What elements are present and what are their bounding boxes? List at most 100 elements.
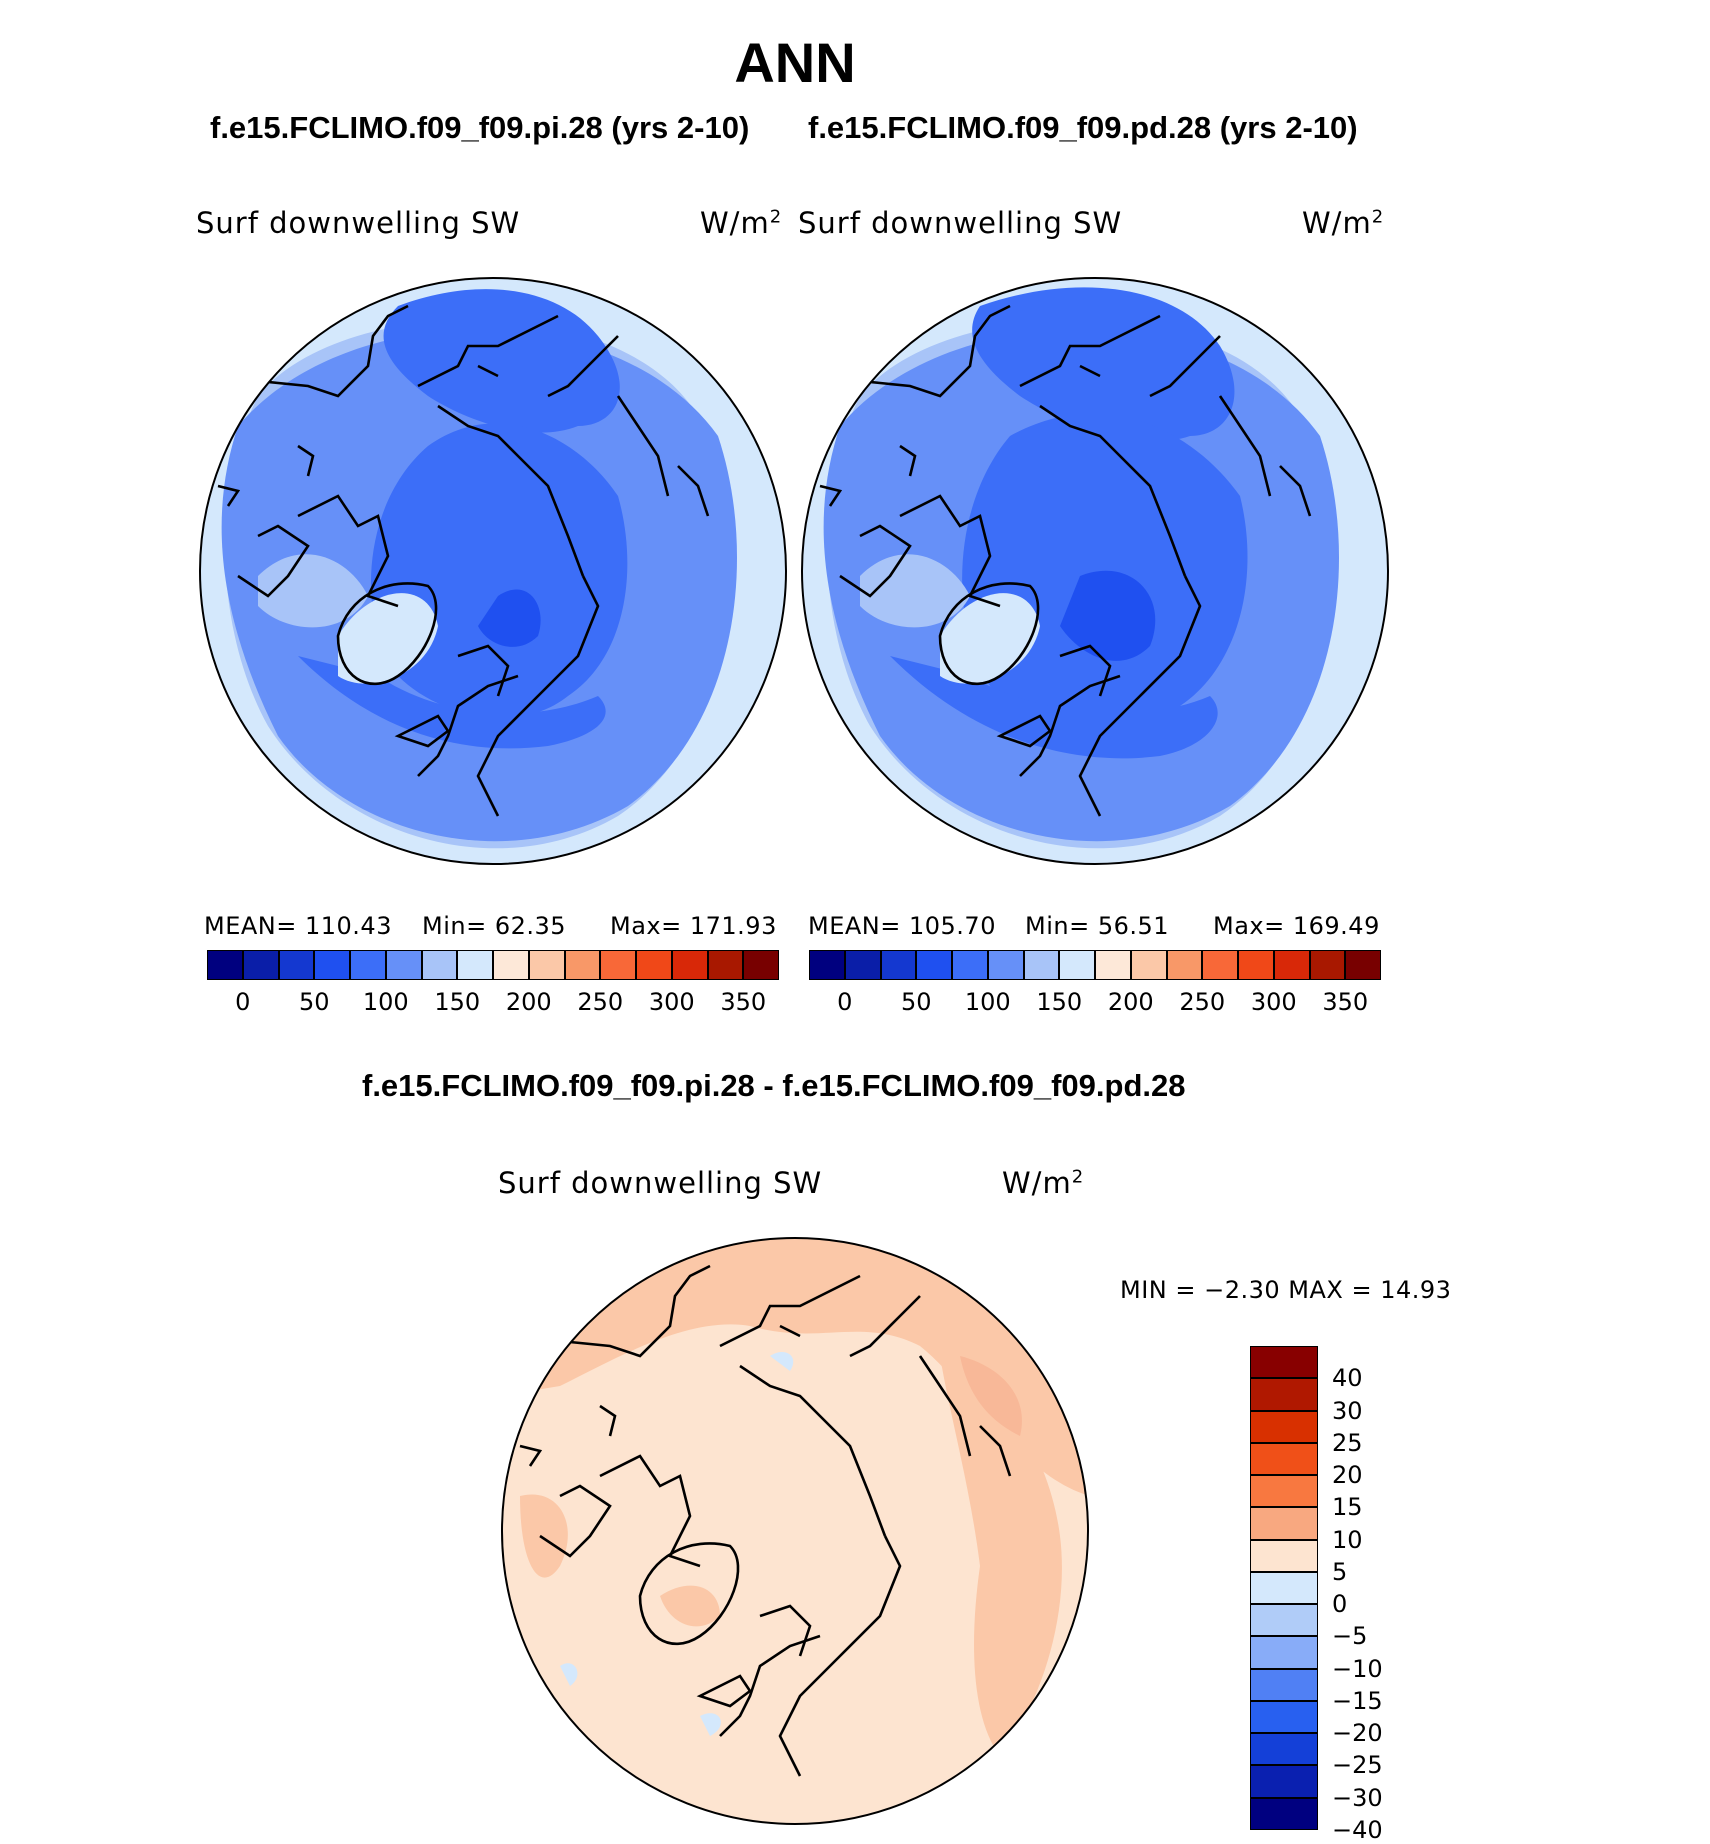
left-max-stat: Max= 171.93 — [610, 912, 777, 940]
diff-colorbar-tick-label: 5 — [1332, 1557, 1348, 1586]
right-colorbar-box — [1273, 950, 1310, 980]
left-colorbar-box — [421, 950, 458, 980]
left-colorbar-box — [528, 950, 565, 980]
diff-colorbar-box — [1250, 1700, 1318, 1734]
right-colorbar-tick-label: 350 — [1322, 988, 1369, 1016]
left-colorbar-box — [457, 950, 493, 980]
diff-variable-label: Surf downwelling SW — [498, 1166, 823, 1200]
left-colorbar-tick-label: 100 — [362, 988, 409, 1016]
left-colorbar-tick-label: 300 — [648, 988, 695, 1016]
left-colorbar-tick-label: 250 — [577, 988, 624, 1016]
right-colorbar-box — [1345, 950, 1381, 980]
diff-colorbar-box — [1250, 1442, 1318, 1476]
diff-colorbar-box — [1250, 1507, 1318, 1540]
diff-colorbar-box — [1250, 1604, 1318, 1637]
left-colorbar-box — [350, 950, 386, 980]
diff-colorbar-box — [1250, 1475, 1318, 1508]
diff-colorbar-tick-label: 30 — [1332, 1396, 1363, 1425]
left-colorbar-box — [314, 950, 350, 980]
diff-case-title: f.e15.FCLIMO.f09_f09.pi.28 - f.e15.FCLIM… — [362, 1068, 1186, 1103]
left-colorbar-box — [636, 950, 672, 980]
diff-colorbar-tick-label: −20 — [1332, 1719, 1383, 1748]
left-polar-map — [199, 277, 787, 865]
diff-colorbar-tick-label: 15 — [1332, 1493, 1363, 1522]
left-variable-label: Surf downwelling SW — [196, 206, 521, 240]
left-colorbar-tick-label: 50 — [298, 988, 330, 1016]
right-mean-stat: MEAN= 105.70 — [808, 912, 996, 940]
diff-colorbar-tick-label: 20 — [1332, 1461, 1363, 1490]
diff-colorbar-tick-label: 10 — [1332, 1525, 1363, 1554]
left-mean-stat: MEAN= 110.43 — [204, 912, 392, 940]
diff-colorbar-tick-label: 0 — [1332, 1590, 1348, 1619]
right-case-title: f.e15.FCLIMO.f09_f09.pd.28 (yrs 2-10) — [808, 110, 1358, 145]
diff-colorbar-box — [1250, 1797, 1318, 1830]
diff-colorbar-box — [1250, 1539, 1318, 1572]
left-colorbar-tick-label: 350 — [720, 988, 767, 1016]
left-colorbar-box — [493, 950, 529, 980]
left-colorbar-box — [671, 950, 708, 980]
right-colorbar: 0 50 100 150 200 250 300 350 — [809, 950, 1381, 1016]
left-colorbar-tick-label: 200 — [505, 988, 552, 1016]
right-min-stat: Min= 56.51 — [1025, 912, 1170, 940]
diff-colorbar-box — [1250, 1410, 1318, 1443]
right-unit-label: W/m2 — [1302, 206, 1385, 240]
right-polar-map — [801, 277, 1389, 865]
right-colorbar-tick-label: 250 — [1179, 988, 1226, 1016]
right-colorbar-box — [844, 950, 881, 980]
right-colorbar-box — [916, 950, 952, 980]
left-colorbar-box — [207, 950, 243, 980]
diff-colorbar-tick-label: 40 — [1332, 1364, 1363, 1393]
diff-minmax-stat: MIN = −2.30 MAX = 14.93 — [1120, 1276, 1452, 1304]
right-colorbar-box — [1130, 950, 1167, 980]
diff-colorbar-box — [1250, 1571, 1318, 1605]
diff-colorbar: 40 30 25 20 15 10 5 0 −5 −10 −15 −20 −25 −30 −40 — [1250, 1346, 1383, 1844]
right-colorbar-box — [1095, 950, 1131, 980]
diff-colorbar-box — [1250, 1733, 1318, 1766]
left-case-title: f.e15.FCLIMO.f09_f09.pi.28 (yrs 2-10) — [210, 110, 750, 145]
diff-colorbar-tick-label: −15 — [1332, 1686, 1383, 1715]
right-variable-label: Surf downwelling SW — [798, 206, 1123, 240]
right-colorbar-box — [1238, 950, 1274, 980]
left-unit-label: W/m2 — [700, 206, 783, 240]
diff-colorbar-tick-label: −25 — [1332, 1751, 1383, 1780]
left-colorbar-box — [600, 950, 636, 980]
diff-polar-map — [501, 1237, 1089, 1825]
diff-colorbar-box — [1250, 1668, 1318, 1701]
left-colorbar-tick-label: 150 — [434, 988, 481, 1016]
right-colorbar-box — [1166, 950, 1203, 980]
right-colorbar-box — [1059, 950, 1095, 980]
right-colorbar-tick-label: 0 — [837, 988, 853, 1016]
right-colorbar-tick-label: 300 — [1250, 988, 1297, 1016]
left-colorbar-box — [564, 950, 601, 980]
right-colorbar-tick-label: 150 — [1036, 988, 1083, 1016]
diff-colorbar-tick-label: −30 — [1332, 1783, 1383, 1812]
right-max-stat: Max= 169.49 — [1213, 912, 1380, 940]
diff-unit-label: W/m2 — [1002, 1166, 1085, 1200]
diff-colorbar-tick-label: −10 — [1332, 1654, 1383, 1683]
diff-colorbar-tick-label: −40 — [1332, 1816, 1383, 1844]
right-colorbar-box — [987, 950, 1024, 980]
diff-colorbar-box — [1250, 1636, 1318, 1669]
right-colorbar-box — [809, 950, 845, 980]
right-colorbar-box — [952, 950, 988, 980]
left-colorbar: 0 50 100 150 200 250 300 350 — [207, 950, 779, 1016]
diff-colorbar-box — [1250, 1378, 1318, 1411]
right-colorbar-box — [1309, 950, 1346, 980]
diff-colorbar-box — [1250, 1765, 1318, 1798]
left-colorbar-box — [278, 950, 315, 980]
diff-colorbar-tick-label: −5 — [1332, 1622, 1368, 1651]
right-colorbar-box — [1202, 950, 1238, 980]
right-colorbar-tick-label: 50 — [900, 988, 932, 1016]
diff-colorbar-tick-label: 25 — [1332, 1428, 1363, 1457]
left-colorbar-box — [242, 950, 279, 980]
left-colorbar-box — [743, 950, 779, 980]
left-colorbar-tick-label: 0 — [235, 988, 251, 1016]
right-colorbar-tick-label: 100 — [964, 988, 1011, 1016]
diff-colorbar-box — [1250, 1346, 1318, 1379]
figure-title: ANN — [734, 31, 856, 94]
left-colorbar-box — [385, 950, 422, 980]
right-colorbar-box — [880, 950, 917, 980]
left-min-stat: Min= 62.35 — [422, 912, 567, 940]
right-colorbar-tick-label: 200 — [1107, 988, 1154, 1016]
left-colorbar-box — [707, 950, 744, 980]
